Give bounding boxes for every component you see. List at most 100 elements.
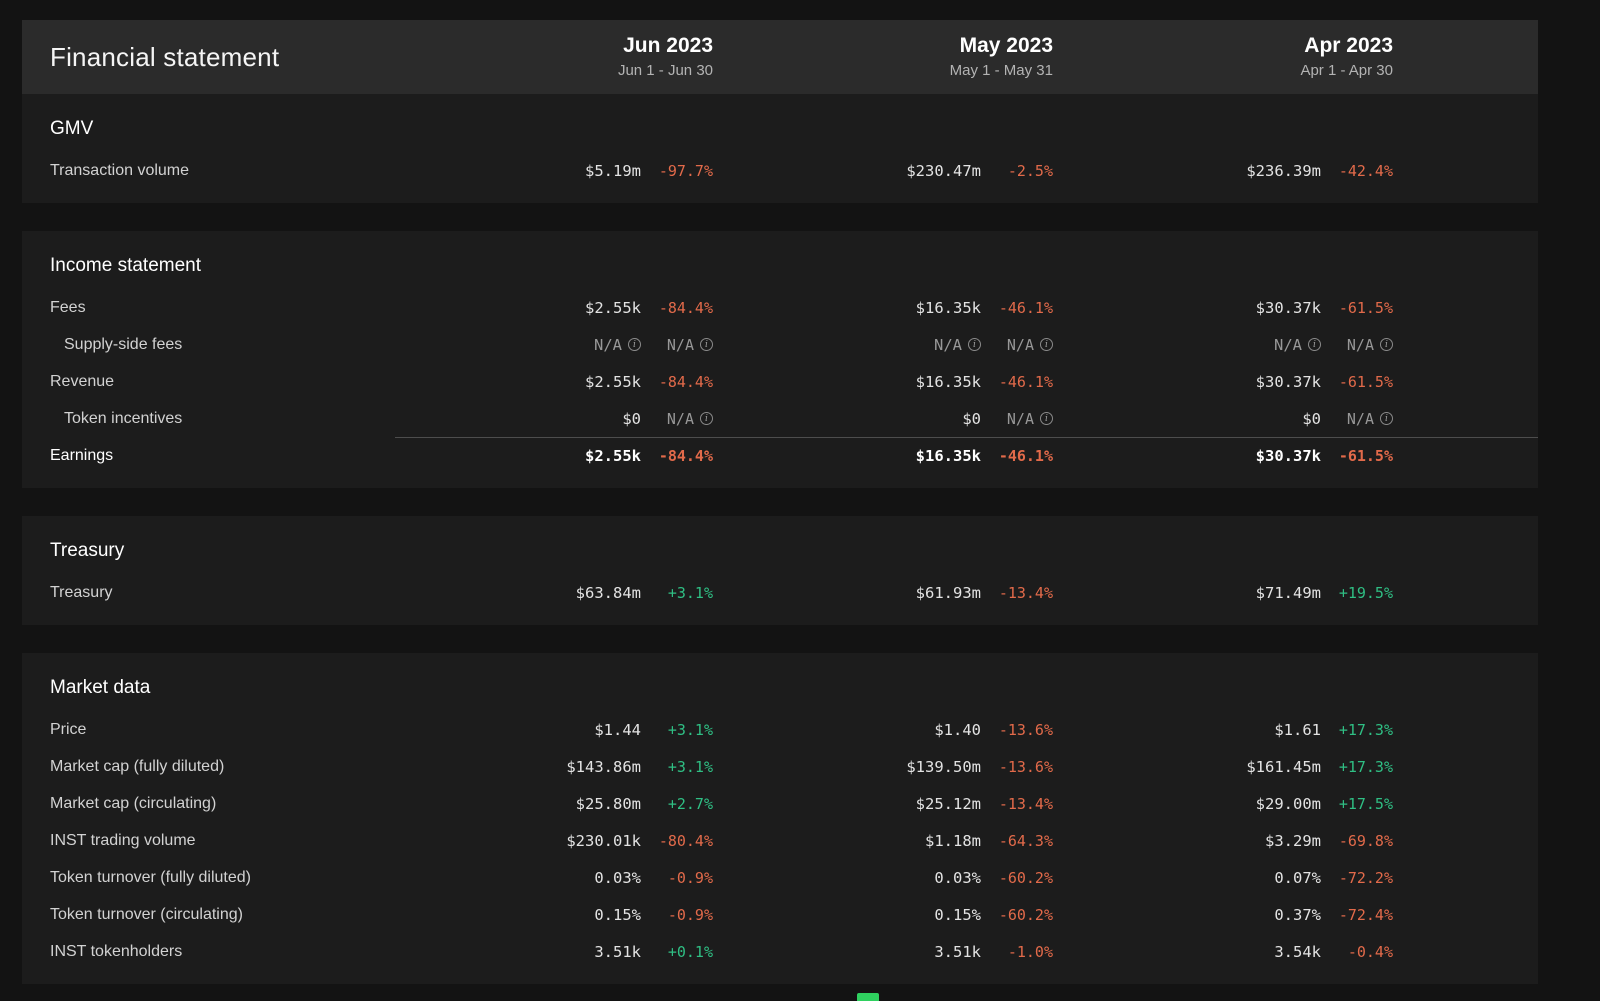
- metric-cell: $16.35k -46.1%: [713, 373, 1053, 391]
- metric-change: -84.4%: [658, 372, 713, 391]
- metric-value: $2.55k: [585, 298, 641, 317]
- metric-value: 0.07%: [1274, 868, 1321, 887]
- metric-change: -46.1%: [998, 298, 1053, 317]
- metric-change: -2.5%: [1007, 161, 1053, 180]
- metric-value: $3.29m: [1265, 831, 1321, 850]
- section-title: Income statement: [50, 255, 202, 276]
- table-row-transaction-volume: Transaction volume $5.19m -97.7% $230.47m -2…: [22, 152, 1538, 189]
- page-title: Financial statement: [50, 41, 280, 72]
- column-header-jun-2023: Jun 2023 Jun 1 - Jun 30: [373, 33, 713, 81]
- metric-change: -46.1%: [998, 372, 1053, 391]
- info-icon[interactable]: i: [968, 338, 981, 351]
- info-icon[interactable]: i: [700, 412, 713, 425]
- info-icon[interactable]: i: [1040, 338, 1053, 351]
- metric-cell: $236.39m -42.4%: [1053, 162, 1393, 180]
- table-row-token-turnover-fully-diluted: Token turnover (fully diluted) 0.03% -0.9%…: [22, 859, 1538, 896]
- metric-change: +17.5%: [1338, 794, 1393, 813]
- metric-value: N/A i: [1274, 336, 1321, 354]
- metric-cell: $1.44 +3.1%: [373, 721, 713, 739]
- info-icon[interactable]: i: [1308, 338, 1321, 351]
- metric-cell: $0 N/A i: [713, 410, 1053, 428]
- table-row-price: Price $1.44 +3.1% $1.40 -13.6% $1.61 +17.3%: [22, 711, 1538, 748]
- metric-cell: $230.47m -2.5%: [713, 162, 1053, 180]
- column-month: Jun 2023: [623, 34, 713, 57]
- metric-change: +0.1%: [667, 942, 713, 961]
- info-icon[interactable]: i: [628, 338, 641, 351]
- metric-value: $161.45m: [1246, 757, 1321, 776]
- info-icon[interactable]: i: [1380, 338, 1393, 351]
- metric-cell: 0.37% -72.4%: [1053, 906, 1393, 924]
- row-label: Treasury: [50, 583, 113, 601]
- metric-value: $16.35k: [915, 298, 981, 317]
- metric-value: $61.93m: [915, 583, 981, 602]
- column-date-range: Apr 1 - Apr 30: [1300, 62, 1393, 79]
- metric-change: +2.7%: [667, 794, 713, 813]
- metric-cell: $16.35k -46.1%: [713, 299, 1053, 317]
- metric-value: $0: [1302, 409, 1321, 428]
- metric-value: 0.37%: [1274, 905, 1321, 924]
- metric-value: 3.54k: [1274, 942, 1321, 961]
- metric-value: 3.51k: [594, 942, 641, 961]
- sections-container: GMV Transaction volume $5.19m -97.7% $230.47…: [22, 94, 1538, 984]
- metric-change: +17.3%: [1338, 757, 1393, 776]
- metric-cell: 0.15% -60.2%: [713, 906, 1053, 924]
- section-title: Market data: [50, 677, 151, 698]
- metric-change: -97.7%: [658, 161, 713, 180]
- section-income-statement: Income statement Fees $2.55k -84.4% $16.35k -…: [22, 231, 1538, 488]
- metric-change: N/A i: [647, 336, 713, 354]
- metric-cell: $2.55k -84.4%: [373, 373, 713, 391]
- metric-cell: $0 N/A i: [1053, 410, 1393, 428]
- metric-value: $139.50m: [906, 757, 981, 776]
- metric-change: -61.5%: [1338, 298, 1393, 317]
- metric-change: N/A i: [647, 410, 713, 428]
- row-label: Fees: [50, 298, 86, 316]
- metric-change: -61.5%: [1338, 446, 1393, 465]
- metric-cell: N/A i N/A i: [713, 336, 1053, 354]
- table-header: Financial statement Jun 2023 Jun 1 - Jun…: [22, 20, 1538, 94]
- row-label: Token incentives: [64, 409, 183, 427]
- info-icon[interactable]: i: [1040, 412, 1053, 425]
- metric-change: -69.8%: [1338, 831, 1393, 850]
- financial-statement-card: Financial statement Jun 2023 Jun 1 - Jun…: [22, 20, 1538, 984]
- metric-change: -13.4%: [998, 794, 1053, 813]
- metric-cell: 0.15% -0.9%: [373, 906, 713, 924]
- row-label: Price: [50, 720, 87, 738]
- table-row-fees: Fees $2.55k -84.4% $16.35k -46.1% $30.37k -61.…: [22, 289, 1538, 326]
- table-row-treasury: Treasury $63.84m +3.1% $61.93m -13.4% $71.49m…: [22, 574, 1538, 611]
- metric-change: N/A i: [1327, 336, 1393, 354]
- metric-cell: $16.35k -46.1%: [713, 447, 1053, 465]
- table-row-market-cap-circulating: Market cap (circulating) $25.80m +2.7% $25.…: [22, 785, 1538, 822]
- metric-value: N/A i: [594, 336, 641, 354]
- section-title: Treasury: [50, 540, 125, 561]
- metric-value: $30.37k: [1255, 372, 1321, 391]
- column-date-range: Jun 1 - Jun 30: [617, 62, 713, 79]
- table-row-supply-side-fees: Supply-side fees N/A i N/A i N/A i N/A i N/A i N/A i: [22, 326, 1538, 363]
- metric-cell: $3.29m -69.8%: [1053, 832, 1393, 850]
- metric-cell: $30.37k -61.5%: [1053, 299, 1393, 317]
- metric-change: -60.2%: [998, 868, 1053, 887]
- info-icon[interactable]: i: [700, 338, 713, 351]
- metric-value: $29.00m: [1255, 794, 1321, 813]
- info-icon[interactable]: i: [1380, 412, 1393, 425]
- metric-cell: $30.37k -61.5%: [1053, 447, 1393, 465]
- section-treasury: Treasury Treasury $63.84m +3.1% $61.93m -13.4…: [22, 516, 1538, 625]
- metric-change: -61.5%: [1338, 372, 1393, 391]
- row-label: Earnings: [50, 446, 114, 464]
- metric-cell: 0.03% -60.2%: [713, 869, 1053, 887]
- metric-value: $0: [962, 409, 981, 428]
- section-market-data: Market data Price $1.44 +3.1% $1.40 -13.6% $1.…: [22, 653, 1538, 984]
- metric-change: -1.0%: [1007, 942, 1053, 961]
- metric-value: $1.40: [934, 720, 981, 739]
- table-row-market-cap-fully-diluted: Market cap (fully diluted) $143.86m +3.1% $…: [22, 748, 1538, 785]
- metric-value: $0: [622, 409, 641, 428]
- metric-change: N/A i: [987, 336, 1053, 354]
- table-row-revenue: Revenue $2.55k -84.4% $16.35k -46.1% $30.37k -…: [22, 363, 1538, 400]
- metric-cell: $230.01k -80.4%: [373, 832, 713, 850]
- row-label: Token turnover (fully diluted): [50, 868, 251, 886]
- row-label: Revenue: [50, 372, 115, 390]
- metric-cell: $30.37k -61.5%: [1053, 373, 1393, 391]
- row-label: INST tokenholders: [50, 942, 183, 960]
- metric-change: -42.4%: [1338, 161, 1393, 180]
- metric-value: $71.49m: [1255, 583, 1321, 602]
- column-date-range: May 1 - May 31: [949, 62, 1053, 79]
